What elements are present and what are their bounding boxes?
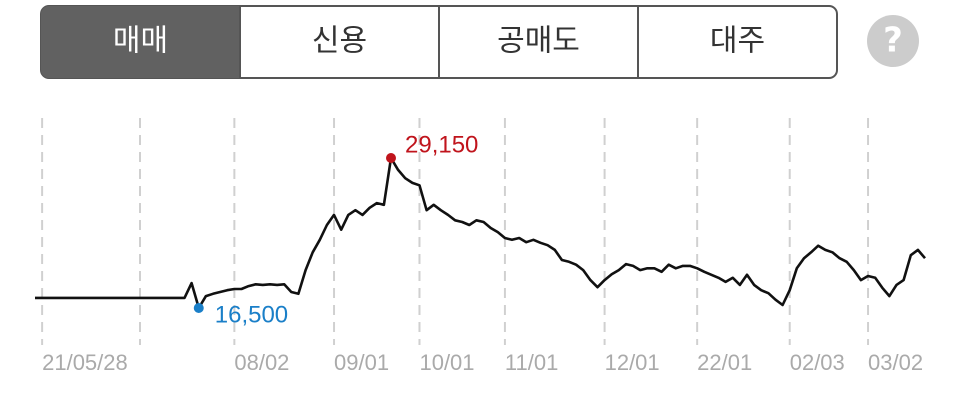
tab[interactable]: 신용 — [312, 24, 367, 59]
tab-active-bg — [41, 6, 240, 78]
x-tick-label: 21/05/28 — [42, 350, 128, 375]
price-line — [35, 156, 926, 310]
max-label: 29,150 — [405, 131, 478, 158]
x-tick-label: 09/01 — [334, 350, 389, 375]
min-point — [193, 303, 204, 313]
max-point — [386, 153, 396, 163]
x-tick-label: 10/01 — [419, 350, 474, 375]
x-tick-label: 08/02 — [234, 350, 289, 375]
x-tick-label: 22/01 — [697, 350, 752, 375]
help-button[interactable] — [867, 15, 919, 67]
tab[interactable]: 공매도 — [497, 24, 580, 59]
tab[interactable]: 대주 — [710, 24, 765, 59]
x-tick-label: 11/01 — [505, 350, 558, 375]
tab-bar: 매매 신용 공매도 대주 — [40, 5, 838, 79]
x-tick-label: 12/01 — [605, 350, 660, 375]
tab[interactable]: 매매 — [113, 24, 168, 59]
min-label: 16,500 — [215, 301, 288, 328]
help-icon[interactable]: ? — [883, 21, 903, 61]
x-tick-label: 03/02 — [868, 350, 923, 375]
x-tick-label: 02/03 — [790, 350, 845, 375]
plot: 21/05/28 08/02 09/01 10/01 11/01 12/01 22/01 02… — [35, 118, 926, 375]
